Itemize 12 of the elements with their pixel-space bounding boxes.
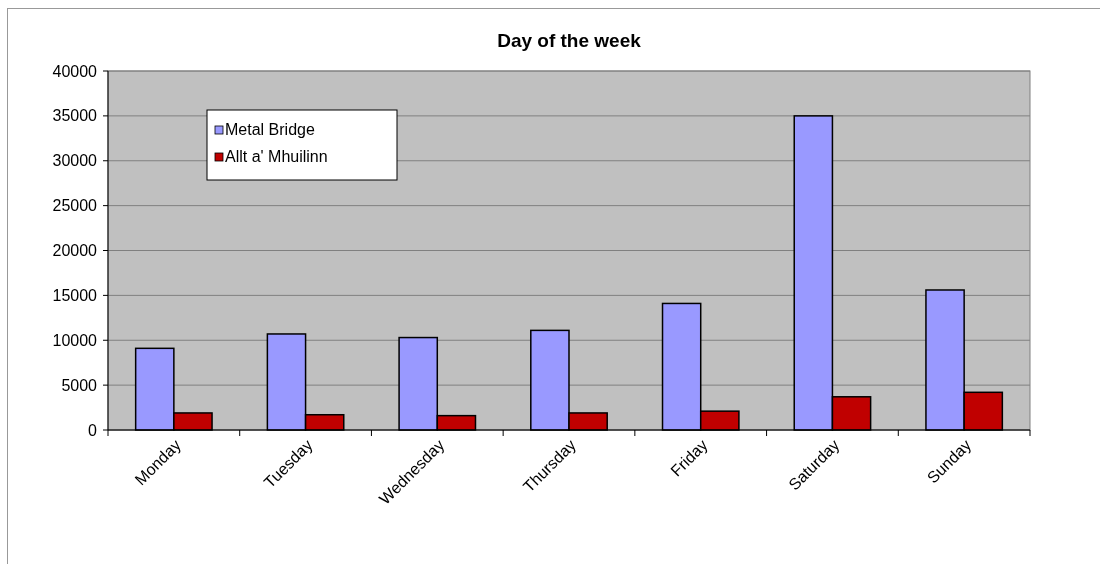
y-tick-label: 30000 xyxy=(52,152,98,170)
y-tick-label: 20000 xyxy=(52,242,98,260)
y-tick-label: 5000 xyxy=(61,376,98,394)
y-tick-label: 15000 xyxy=(52,286,98,304)
y-tick-label: 0 xyxy=(88,421,98,439)
y-tick-label: 35000 xyxy=(52,107,98,125)
y-tick-label: 40000 xyxy=(52,62,98,80)
chart-title: Day of the week xyxy=(497,30,642,51)
legend-label: Metal Bridge xyxy=(225,121,315,138)
legend-label: Allt a' Mhuilinn xyxy=(225,148,328,165)
y-tick-label: 10000 xyxy=(52,331,98,349)
y-tick-label: 25000 xyxy=(52,197,98,215)
